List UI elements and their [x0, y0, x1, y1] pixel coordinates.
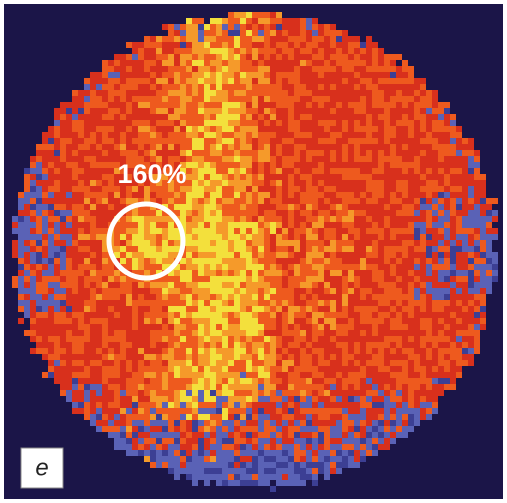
heatmap-cells [12, 12, 498, 492]
perfusion-map: 160% e [0, 0, 507, 503]
page: 160% e (() => { const data = JSON.parse(… [0, 0, 507, 503]
panel-label: e [35, 454, 48, 481]
annotation: 160% [117, 159, 186, 189]
